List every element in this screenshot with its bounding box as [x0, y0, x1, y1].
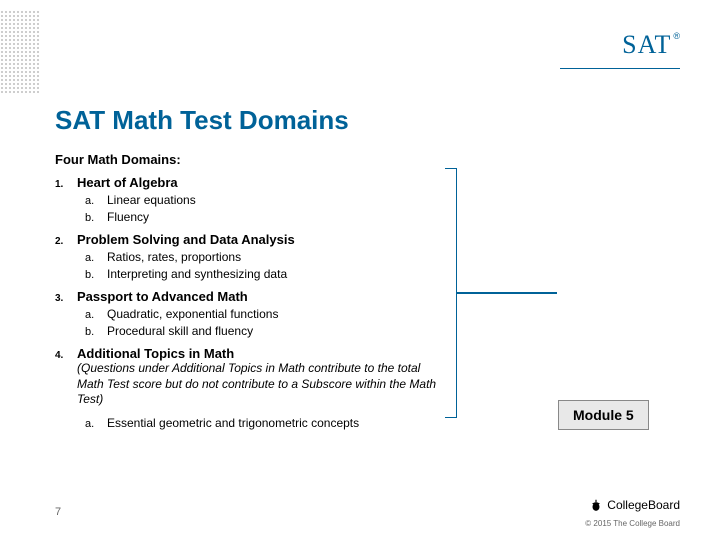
sub-item: a. Linear equations — [85, 193, 655, 207]
sub-letter: b. — [85, 326, 107, 338]
copyright-text: © 2015 The College Board — [585, 519, 680, 528]
sub-letter: b. — [85, 269, 107, 281]
sub-item: a. Quadratic, exponential functions — [85, 307, 655, 321]
module-badge: Module 5 — [558, 400, 649, 430]
domain-1: 1. Heart of Algebra a. Linear equations … — [55, 175, 655, 224]
domain-number: 2. — [55, 236, 77, 247]
collegeboard-logo: CollegeBoard — [589, 498, 680, 512]
sub-letter: a. — [85, 195, 107, 207]
decorative-dots — [0, 10, 40, 95]
slide-content: SAT Math Test Domains Four Math Domains:… — [55, 105, 655, 434]
sub-item: b. Fluency — [85, 210, 655, 224]
registered-mark: ® — [673, 31, 680, 41]
sub-text: Procedural skill and fluency — [107, 324, 253, 338]
sub-item: a. Ratios, rates, proportions — [85, 250, 655, 264]
sub-item: b. Interpreting and synthesizing data — [85, 267, 655, 281]
sub-letter: b. — [85, 212, 107, 224]
sat-logo: SAT ® — [622, 30, 680, 60]
domain-2: 2. Problem Solving and Data Analysis a. … — [55, 232, 655, 281]
sub-text: Quadratic, exponential functions — [107, 307, 278, 321]
sub-text: Fluency — [107, 210, 149, 224]
sub-letter: a. — [85, 418, 107, 430]
domain-number: 1. — [55, 179, 77, 190]
sub-item: b. Procedural skill and fluency — [85, 324, 655, 338]
sub-text: Interpreting and synthesizing data — [107, 267, 287, 281]
subtitle: Four Math Domains: — [55, 152, 655, 167]
domain-name: Heart of Algebra — [77, 175, 178, 190]
domain-number: 4. — [55, 350, 77, 361]
domain-name: Passport to Advanced Math — [77, 289, 248, 304]
sub-text: Essential geometric and trigonometric co… — [107, 416, 359, 430]
domain-name: Additional Topics in Math — [77, 346, 437, 361]
bracket-arm — [457, 292, 557, 294]
sub-letter: a. — [85, 252, 107, 264]
domain-name: Problem Solving and Data Analysis — [77, 232, 295, 247]
domain-number: 3. — [55, 293, 77, 304]
header-underline — [560, 68, 680, 69]
page-title: SAT Math Test Domains — [55, 105, 655, 136]
acorn-icon — [589, 498, 603, 512]
sub-text: Ratios, rates, proportions — [107, 250, 241, 264]
bracket-connector — [445, 168, 457, 418]
sub-text: Linear equations — [107, 193, 196, 207]
sub-letter: a. — [85, 309, 107, 321]
sat-logo-text: SAT — [622, 30, 671, 60]
collegeboard-text: CollegeBoard — [607, 498, 680, 512]
domain-note: (Questions under Additional Topics in Ma… — [77, 361, 437, 408]
page-number: 7 — [55, 506, 61, 518]
domain-3: 3. Passport to Advanced Math a. Quadrati… — [55, 289, 655, 338]
